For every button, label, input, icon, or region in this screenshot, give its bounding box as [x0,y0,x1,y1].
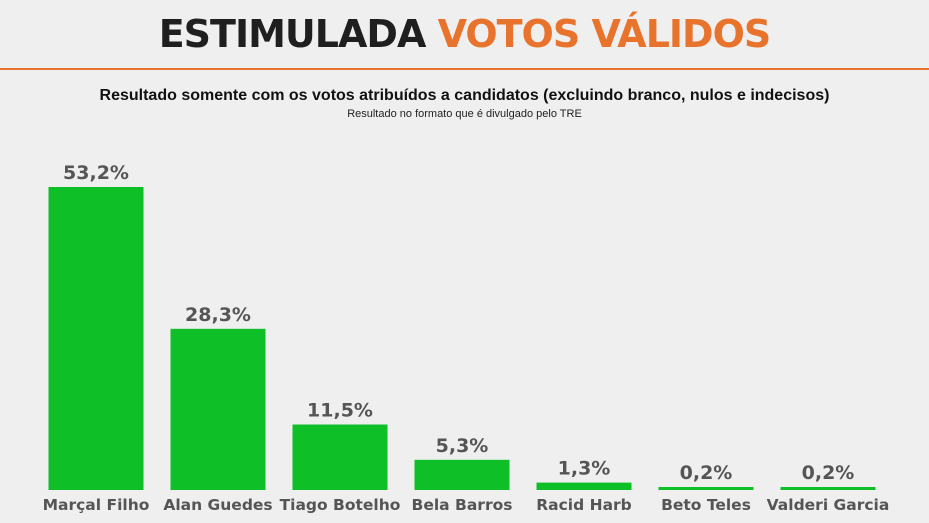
bar-alan-guedes [170,328,266,490]
value-label-marcal-filho: 53,2% [63,162,129,184]
value-label-racid-harb: 1,3% [558,458,611,480]
chart-title: ESTIMULADA VOTOS VÁLIDOS [0,10,929,58]
title-part-votos-validos: VOTOS VÁLIDOS [437,12,772,56]
value-label-beto-teles: 0,2% [680,462,733,484]
value-label-alan-guedes: 28,3% [185,304,251,326]
category-label-tiago-botelho: Tiago Botelho [280,496,401,514]
bar-bela-barros [414,459,510,490]
bar-valderi-garcia [780,487,876,490]
value-label-bela-barros: 5,3% [436,435,489,457]
category-label-marcal-filho: Marçal Filho [43,496,150,514]
chart-header: ESTIMULADA VOTOS VÁLIDOS [0,0,929,70]
chart-note: Resultado no formato que é divulgado pel… [347,108,582,120]
bar-racid-harb [536,482,632,490]
category-label-alan-guedes: Alan Guedes [163,496,272,514]
category-label-racid-harb: Racid Harb [536,496,632,514]
bar-marcal-filho [48,187,144,490]
category-label-bela-barros: Bela Barros [412,496,513,514]
value-label-valderi-garcia: 0,2% [802,462,855,484]
bar-tiago-botelho [292,424,388,490]
category-label-valderi-garcia: Valderi Garcia [767,496,890,514]
value-label-tiago-botelho: 11,5% [307,400,373,422]
bar-beto-teles [658,487,754,490]
category-label-beto-teles: Beto Teles [661,496,751,514]
title-part-estimulada: ESTIMULADA [158,12,427,56]
chart-subtitle: Resultado somente com os votos atribuído… [99,87,830,104]
header-divider [0,68,929,70]
